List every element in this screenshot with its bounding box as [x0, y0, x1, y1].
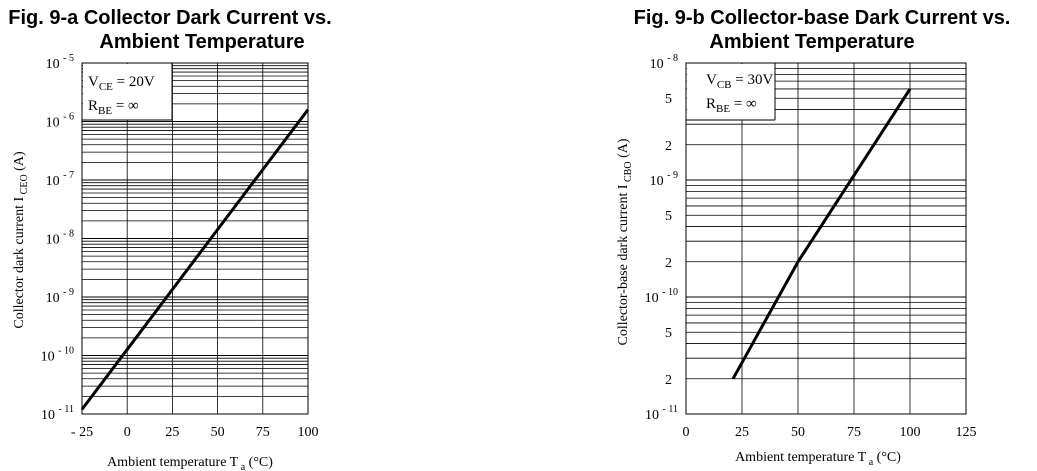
chart-9b-y-tick-label: 10 - 9 [650, 170, 678, 189]
chart-9b-y-tick-label: 5 [665, 326, 672, 341]
chart-9b-plot-frame [685, 62, 967, 415]
chart-9a-x-tick-label: 25 [165, 425, 179, 440]
chart-9b-y-tick-label: 2 [665, 256, 672, 271]
chart-9b-x-tick-label: 125 [956, 425, 977, 440]
chart-9a-series-line [80, 108, 310, 411]
chart-9b-series [731, 88, 912, 380]
chart-9b-y-tick-label: 2 [665, 373, 672, 388]
chart-9b-condition-bg [687, 64, 775, 120]
chart-9a-y-tick-label: 10 - 7 [46, 170, 74, 189]
chart-9b-x-tick-label: 50 [791, 425, 805, 440]
chart-9a-y-tick-label: 10 - 8 [46, 229, 74, 248]
chart-9a-condition-vce: VCE = 20V [88, 74, 155, 93]
chart-9a-y-tick-label: 10 - 6 [46, 112, 74, 131]
chart-9b-ticks: 0 25 50 75 100 125 10 - 8 5 2 10 - 9 5 2 10 - 10 5 2 10… [645, 53, 977, 440]
chart-9b-condition-rbe: RBE = ∞ [706, 96, 757, 115]
chart-9a-ticks: - 25 0 25 50 75 100 10 - 5 10 - 6 10 - 7 10 - 8 10… [41, 53, 319, 440]
chart-9a-x-tick-label: - 25 [71, 425, 93, 440]
chart-9a: Fig. 9-a Collector Dark Current vs. Ambi… [8, 7, 331, 471]
chart-9b-y-tick-label: 5 [665, 209, 672, 224]
chart-9a-x-tick-label: 50 [211, 425, 225, 440]
chart-9b-y-tick-label: 5 [665, 92, 672, 107]
chart-9a-y-tick-label: 10 - 10 [41, 346, 74, 365]
chart-9a-title-line2: Ambient Temperature [99, 31, 304, 53]
chart-9a-y-tick-label: 10 - 5 [46, 53, 74, 72]
chart-9b-title-line2: Ambient Temperature [709, 31, 914, 53]
chart-9a-condition-bg [83, 64, 172, 120]
chart-9b-x-tick-label: 75 [847, 425, 861, 440]
chart-9a-y-tick-label: 10 - 9 [46, 287, 74, 306]
chart-9a-series [80, 108, 310, 411]
chart-9a-x-tick-label: 75 [256, 425, 270, 440]
chart-9b-x-tick-label: 0 [683, 425, 690, 440]
chart-9a-grid [81, 63, 309, 415]
chart-9a-x-tick-label: 100 [298, 425, 319, 440]
chart-9b-y-tick-label: 2 [665, 139, 672, 154]
chart-9b-x-tick-label: 100 [900, 425, 921, 440]
chart-9b-y-tick-label: 10 - 8 [650, 53, 678, 72]
chart-9b-y-axis-label: Collector-base dark current I CBO (A) [616, 138, 634, 345]
chart-9b-title-line1: Fig. 9-b Collector-base Dark Current vs. [634, 7, 1011, 29]
chart-9a-y-tick-label: 10 - 11 [41, 404, 74, 423]
chart-9a-x-axis-label: Ambient temperature T a (°C) [107, 455, 273, 471]
chart-9b-x-axis-label: Ambient temperature T a (°C) [735, 450, 901, 468]
chart-9a-title-line1: Fig. 9-a Collector Dark Current vs. [8, 7, 331, 29]
chart-9b-condition-vcb: VCB = 30V [706, 72, 773, 91]
chart-9a-condition-rbe: RBE = ∞ [88, 98, 139, 117]
chart-9a-plot-frame [81, 62, 309, 415]
chart-9b: Fig. 9-b Collector-base Dark Current vs.… [616, 7, 1010, 468]
chart-9b-y-tick-label: 10 - 11 [645, 404, 678, 423]
chart-9b-x-tick-label: 25 [735, 425, 749, 440]
chart-9a-x-tick-label: 0 [124, 425, 131, 440]
chart-9b-y-tick-label: 10 - 10 [645, 287, 678, 306]
chart-9a-y-axis-label: Collector dark current I CEO (A) [12, 151, 30, 329]
chart-9b-series-line [731, 88, 912, 380]
